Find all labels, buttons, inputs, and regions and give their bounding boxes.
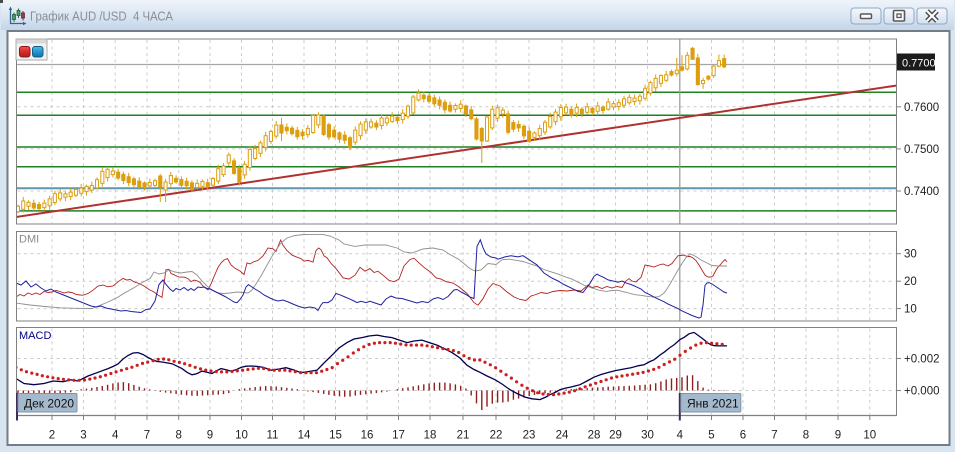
svg-text:21: 21 [457,430,470,442]
svg-text:График AUD /USD 4 ЧАСА: График AUD /USD 4 ЧАСА [30,10,174,24]
svg-text:3: 3 [80,430,86,442]
svg-text:8: 8 [175,430,181,442]
svg-text:0.7400: 0.7400 [904,186,939,198]
svg-text:0.7500: 0.7500 [904,144,939,156]
svg-text:2: 2 [49,430,55,442]
svg-text:5: 5 [708,430,714,442]
svg-text:17: 17 [392,430,405,442]
svg-text:+0.002: +0.002 [904,354,940,366]
svg-text:8: 8 [803,430,809,442]
svg-text:9: 9 [207,430,213,442]
svg-text:14: 14 [298,430,311,442]
svg-text:Янв 2021: Янв 2021 [687,397,739,411]
svg-text:+0.000: +0.000 [904,386,940,398]
svg-text:24: 24 [556,430,569,442]
svg-text:0.7600: 0.7600 [904,102,939,114]
svg-text:16: 16 [361,430,374,442]
svg-text:30: 30 [641,430,654,442]
svg-text:9: 9 [835,430,841,442]
svg-text:MACD: MACD [19,330,51,342]
svg-text:15: 15 [329,430,342,442]
svg-text:29: 29 [609,430,622,442]
svg-text:10: 10 [235,430,248,442]
svg-text:11: 11 [267,430,279,442]
svg-text:4: 4 [112,430,119,442]
svg-text:DMI: DMI [19,234,39,246]
svg-text:4: 4 [677,430,684,442]
svg-text:10: 10 [904,304,917,316]
svg-text:18: 18 [424,430,437,442]
svg-text:Дек 2020: Дек 2020 [24,397,74,411]
svg-text:7: 7 [771,430,777,442]
svg-text:28: 28 [588,430,601,442]
svg-text:7: 7 [144,430,150,442]
svg-text:10: 10 [863,430,876,442]
svg-text:23: 23 [523,430,536,442]
svg-text:20: 20 [904,276,917,288]
svg-text:6: 6 [740,430,746,442]
svg-text:22: 22 [490,430,503,442]
svg-text:0.7700: 0.7700 [902,57,936,69]
svg-text:30: 30 [904,249,917,261]
